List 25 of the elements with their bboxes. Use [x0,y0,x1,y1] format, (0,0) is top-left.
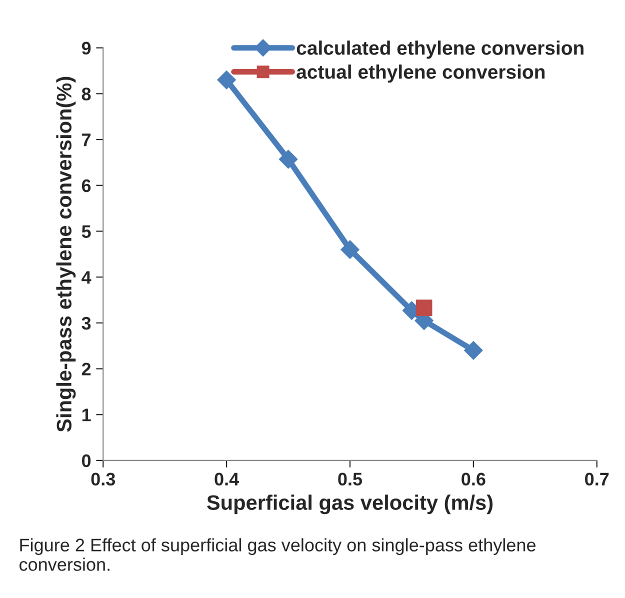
point [217,70,236,90]
x-tick-label: 0.6 [462,472,486,486]
x-tick-label: 0.3 [91,472,116,486]
legend-label: calculated ethylene conversion [296,40,584,59]
y-tick-label: 5 [82,225,91,238]
x-axis-title: Superficial gas velocity (m/s) [207,494,493,514]
y-tick-label: 7 [82,134,91,146]
caption: Figure 2 Effect of superficial gas velocity on single-pass ethylene conversion. [20,538,536,571]
y-tick-label: 2 [82,362,91,376]
point [416,300,432,316]
y-tick-label: 1 [82,408,91,422]
x-tick-label: 0.4 [214,472,240,486]
x-tick-label: 0.5 [338,472,362,486]
y-axis-title: Single-pass ethylene conversion(%) [56,76,76,432]
y-tick-label: 9 [82,42,91,55]
legend-label: actual ethylene conversion [296,64,545,83]
y-tick-label: 6 [82,179,91,192]
y-tick-label: 0 [82,454,91,468]
point [278,150,298,169]
y-tick-label: 3 [82,316,91,330]
x-tick-label: 0.7 [585,472,609,486]
point [340,240,360,259]
point [464,341,483,360]
y-tick-label: 4 [82,271,92,284]
y-tick-label: 8 [82,88,91,100]
